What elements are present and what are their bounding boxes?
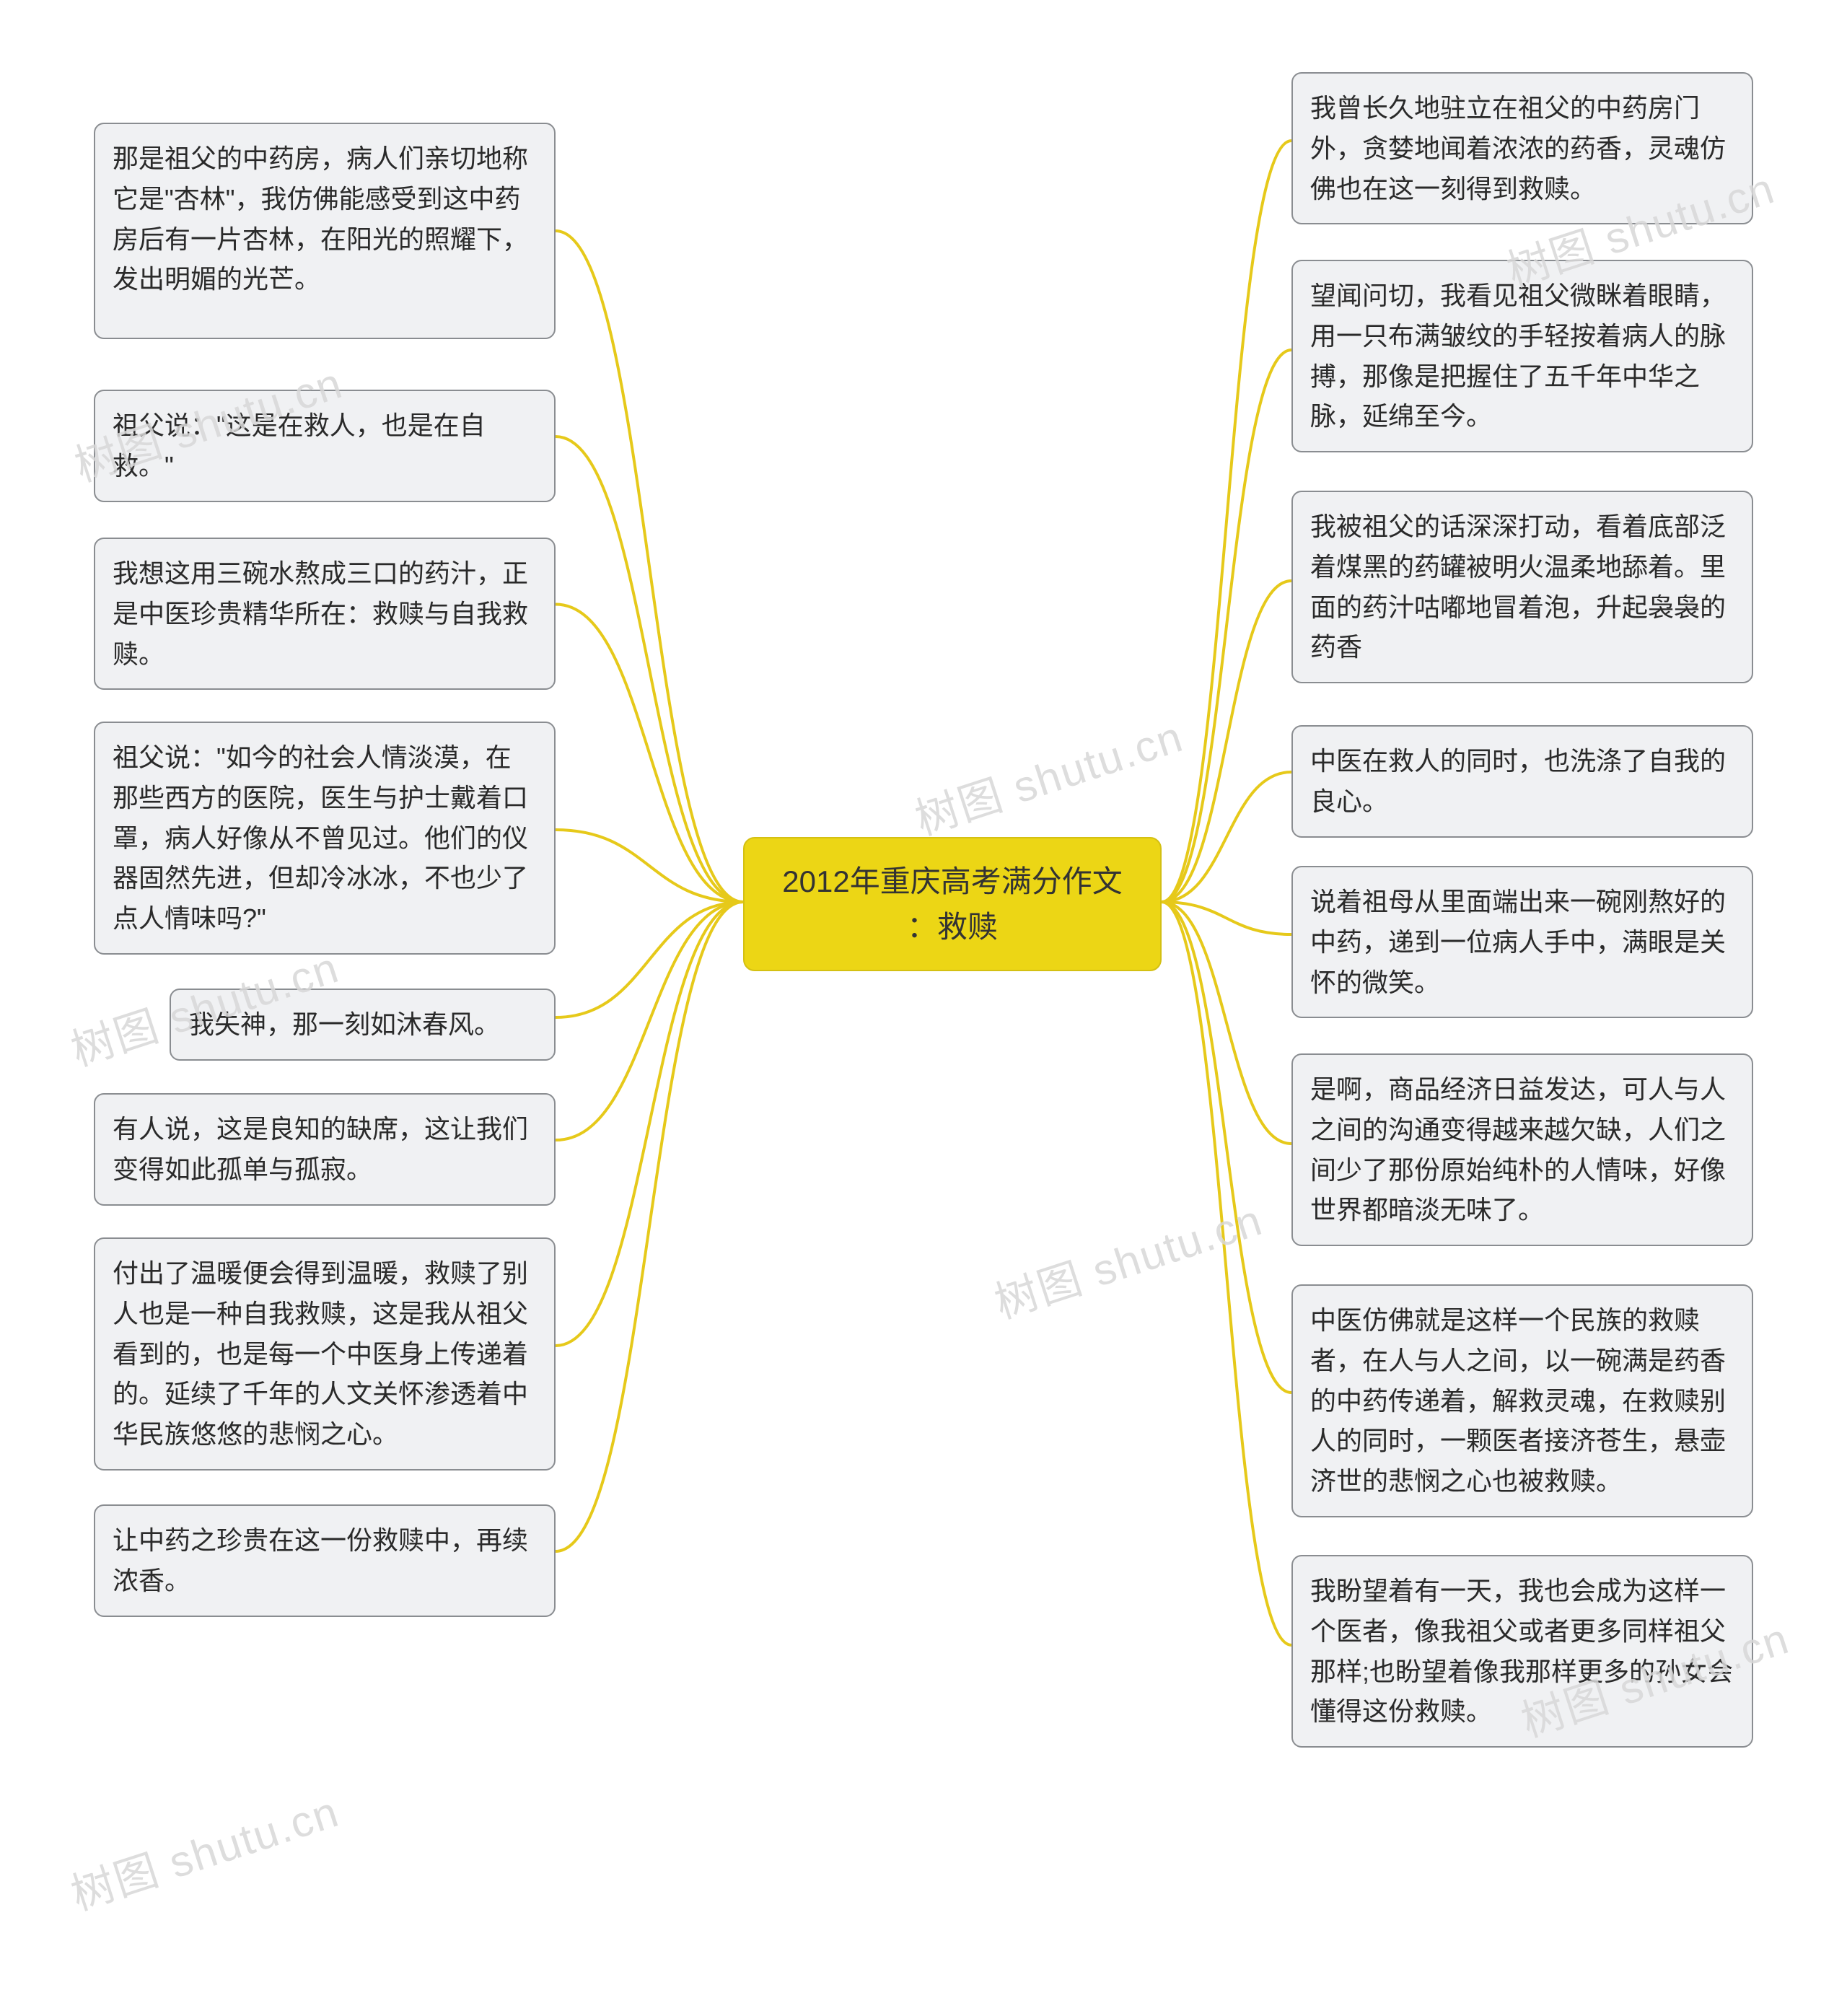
- left-node-2[interactable]: 祖父说："这是在救人，也是在自救。": [94, 390, 556, 502]
- node-text: 我曾长久地驻立在祖父的中药房门外，贪婪地闻着浓浓的药香，灵魂仿佛也在这一刻得到救…: [1310, 93, 1726, 203]
- right-node-4[interactable]: 中医在救人的同时，也洗涤了自我的良心。: [1291, 725, 1753, 838]
- right-node-5[interactable]: 说着祖母从里面端出来一碗刚熬好的中药，递到一位病人手中，满眼是关怀的微笑。: [1291, 866, 1753, 1018]
- node-text: 我盼望着有一天，我也会成为这样一个医者，像我祖父或者更多同样祖父那样;也盼望着像…: [1310, 1576, 1733, 1726]
- right-node-6[interactable]: 是啊，商品经济日益发达，可人与人之间的沟通变得越来越欠缺，人们之间少了那份原始纯…: [1291, 1053, 1753, 1246]
- left-node-1[interactable]: 那是祖父的中药房，病人们亲切地称它是"杏林"，我仿佛能感受到这中药房后有一片杏林…: [94, 123, 556, 339]
- right-node-7[interactable]: 中医仿佛就是这样一个民族的救赎者，在人与人之间，以一碗满是药香的中药传递着，解救…: [1291, 1284, 1753, 1517]
- node-text: 祖父说："如今的社会人情淡漠，在那些西方的医院，医生与护士戴着口罩，病人好像从不…: [113, 742, 528, 933]
- node-text: 那是祖父的中药房，病人们亲切地称它是"杏林"，我仿佛能感受到这中药房后有一片杏林…: [113, 144, 528, 294]
- left-node-4[interactable]: 祖父说："如今的社会人情淡漠，在那些西方的医院，医生与护士戴着口罩，病人好像从不…: [94, 722, 556, 955]
- mindmap-canvas: 2012年重庆高考满分作文 ：救赎 那是祖父的中药房，病人们亲切地称它是"杏林"…: [0, 0, 1847, 2016]
- center-node[interactable]: 2012年重庆高考满分作文 ：救赎: [743, 837, 1162, 971]
- center-node-text: 2012年重庆高考满分作文 ：救赎: [782, 859, 1122, 950]
- right-node-2[interactable]: 望闻问切，我看见祖父微眯着眼睛，用一只布满皱纹的手轻按着病人的脉搏，那像是把握住…: [1291, 260, 1753, 452]
- right-node-8[interactable]: 我盼望着有一天，我也会成为这样一个医者，像我祖父或者更多同样祖父那样;也盼望着像…: [1291, 1555, 1753, 1748]
- node-text: 祖父说："这是在救人，也是在自救。": [113, 411, 486, 481]
- node-text: 我失神，那一刻如沐春风。: [188, 1009, 500, 1039]
- left-node-5[interactable]: 我失神，那一刻如沐春风。: [170, 989, 556, 1061]
- right-node-1[interactable]: 我曾长久地驻立在祖父的中药房门外，贪婪地闻着浓浓的药香，灵魂仿佛也在这一刻得到救…: [1291, 72, 1753, 224]
- node-text: 中医在救人的同时，也洗涤了自我的良心。: [1310, 746, 1726, 816]
- node-text: 望闻问切，我看见祖父微眯着眼睛，用一只布满皱纹的手轻按着病人的脉搏，那像是把握住…: [1310, 281, 1726, 431]
- right-node-3[interactable]: 我被祖父的话深深打动，看着底部泛着煤黑的药罐被明火温柔地舔着。里面的药汁咕嘟地冒…: [1291, 491, 1753, 683]
- node-text: 我想这用三碗水熬成三口的药汁，正是中医珍贵精华所在：救赎与自我救赎。: [113, 558, 528, 669]
- node-text: 付出了温暖便会得到温暖，救赎了别人也是一种自我救赎，这是我从祖父看到的，也是每一…: [113, 1258, 528, 1449]
- left-node-6[interactable]: 有人说，这是良知的缺席，这让我们变得如此孤单与孤寂。: [94, 1093, 556, 1206]
- node-text: 中医仿佛就是这样一个民族的救赎者，在人与人之间，以一碗满是药香的中药传递着，解救…: [1310, 1305, 1726, 1496]
- node-text: 我被祖父的话深深打动，看着底部泛着煤黑的药罐被明火温柔地舔着。里面的药汁咕嘟地冒…: [1310, 512, 1726, 662]
- node-text: 有人说，这是良知的缺席，这让我们变得如此孤单与孤寂。: [113, 1114, 528, 1184]
- node-text: 是啊，商品经济日益发达，可人与人之间的沟通变得越来越欠缺，人们之间少了那份原始纯…: [1310, 1074, 1726, 1224]
- node-text: 让中药之珍贵在这一份救赎中，再续浓香。: [113, 1525, 528, 1595]
- left-node-3[interactable]: 我想这用三碗水熬成三口的药汁，正是中医珍贵精华所在：救赎与自我救赎。: [94, 538, 556, 690]
- left-node-7[interactable]: 付出了温暖便会得到温暖，救赎了别人也是一种自我救赎，这是我从祖父看到的，也是每一…: [94, 1237, 556, 1471]
- node-text: 说着祖母从里面端出来一碗刚熬好的中药，递到一位病人手中，满眼是关怀的微笑。: [1310, 887, 1726, 997]
- left-node-8[interactable]: 让中药之珍贵在这一份救赎中，再续浓香。: [94, 1504, 556, 1617]
